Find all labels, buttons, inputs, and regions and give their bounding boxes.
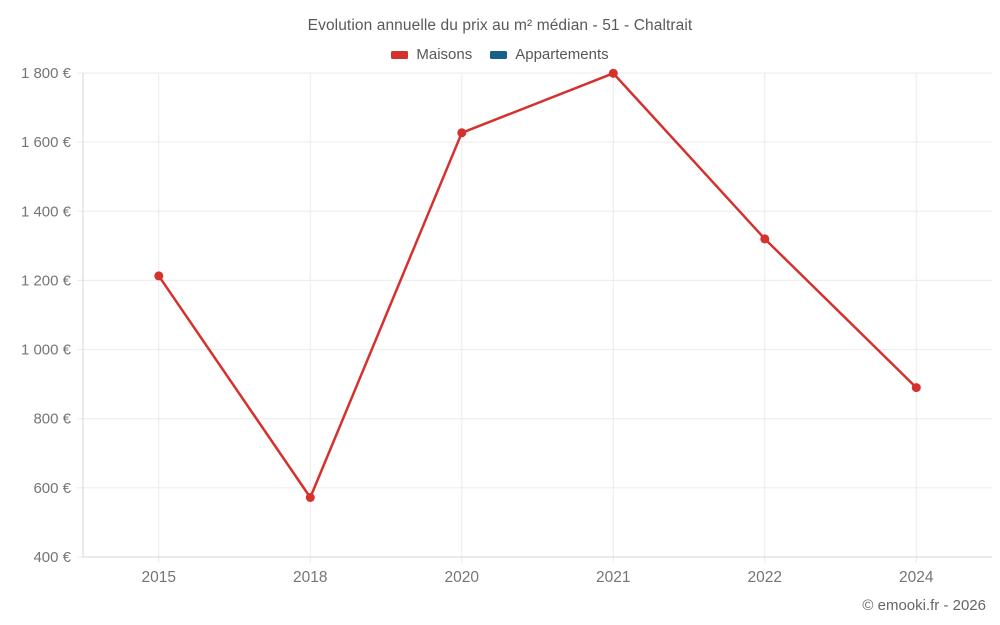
y-axis-tick-label: 1 600 € [21, 134, 72, 151]
data-point-maisons [608, 68, 618, 78]
series-line-maisons [157, 72, 918, 499]
data-point-maisons [154, 271, 164, 281]
legend-item-maisons[interactable]: Maisons [391, 46, 472, 63]
legend-label-appartements: Appartements [515, 46, 609, 63]
y-axis-tick-label: 600 € [33, 480, 71, 497]
x-axis-tick-label: 2022 [748, 569, 782, 586]
x-axis-tick-label: 2024 [899, 569, 934, 586]
data-point-maisons [305, 493, 315, 502]
data-point-maisons [457, 128, 467, 138]
legend-label-maisons: Maisons [416, 46, 473, 63]
legend-swatch-maisons-icon [391, 50, 409, 59]
y-axis-tick-label: 400 € [33, 549, 71, 566]
legend-swatch-appartements-icon [490, 50, 508, 59]
legend-item-appartements[interactable]: Appartements [490, 46, 609, 63]
y-axis-tick-label: 1 800 € [21, 65, 72, 82]
copyright-text: © emooki.fr - 2026 [862, 597, 986, 614]
x-axis-tick-label: 2020 [445, 569, 480, 586]
chart-title: Evolution annuelle du prix au m² médian … [307, 17, 693, 34]
chart-legend: Maisons Appartements [0, 46, 1000, 63]
data-point-maisons [760, 234, 770, 244]
x-axis-tick-label: 2015 [142, 569, 176, 586]
x-axis-tick-label: 2021 [596, 569, 630, 586]
y-axis-tick-label: 1 200 € [21, 272, 72, 289]
y-axis-tick-label: 800 € [33, 411, 71, 428]
y-axis-tick-label: 1 000 € [21, 342, 72, 359]
y-axis-tick-label: 1 400 € [21, 203, 72, 220]
x-axis-tick-label: 2018 [293, 569, 327, 586]
data-point-maisons [911, 383, 921, 393]
